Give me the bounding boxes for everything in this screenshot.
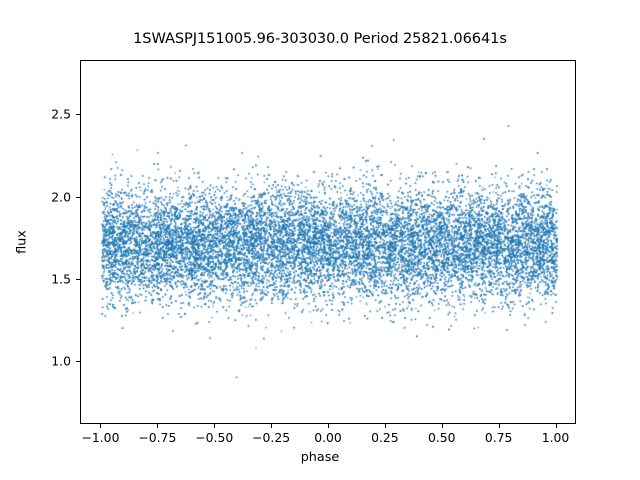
y-tick-label: 2.0 [51, 189, 71, 205]
x-tick-label: 0.50 [427, 430, 456, 445]
x-tick-mark [328, 424, 329, 428]
x-tick-mark [271, 424, 273, 428]
y-tick-label: 1.0 [51, 353, 71, 369]
x-tick-label: −0.75 [138, 430, 177, 445]
x-tick-label: −1.00 [81, 430, 120, 445]
x-tick-mark [441, 424, 443, 428]
x-tick-label: 0.00 [314, 430, 342, 445]
x-tick-mark [498, 424, 500, 428]
x-tick-mark [555, 424, 557, 428]
x-tick-mark [100, 424, 102, 428]
y-tick-mark [76, 361, 80, 363]
y-tick-mark [76, 279, 80, 281]
y-tick-label: 1.5 [51, 271, 71, 287]
x-tick-mark [384, 424, 386, 428]
x-tick-mark [214, 424, 216, 428]
x-axis-label: phase [300, 450, 340, 465]
x-tick-label: −0.25 [252, 430, 291, 445]
x-tick-label: −0.50 [195, 430, 234, 445]
scatter-points-layer [81, 61, 575, 423]
y-tick-label: 2.5 [51, 106, 71, 122]
plot-axes-area [80, 60, 576, 424]
x-tick-label: 1.00 [541, 430, 570, 445]
chart-title: 1SWASPJ151005.96-303030.0 Period 25821.0… [133, 30, 507, 47]
x-tick-label: 0.25 [371, 430, 399, 445]
y-tick-mark [76, 196, 80, 198]
y-tick-mark [76, 114, 80, 116]
y-axis-label: flux [14, 230, 30, 254]
x-tick-label: 0.75 [484, 430, 513, 445]
x-tick-mark [157, 424, 159, 428]
